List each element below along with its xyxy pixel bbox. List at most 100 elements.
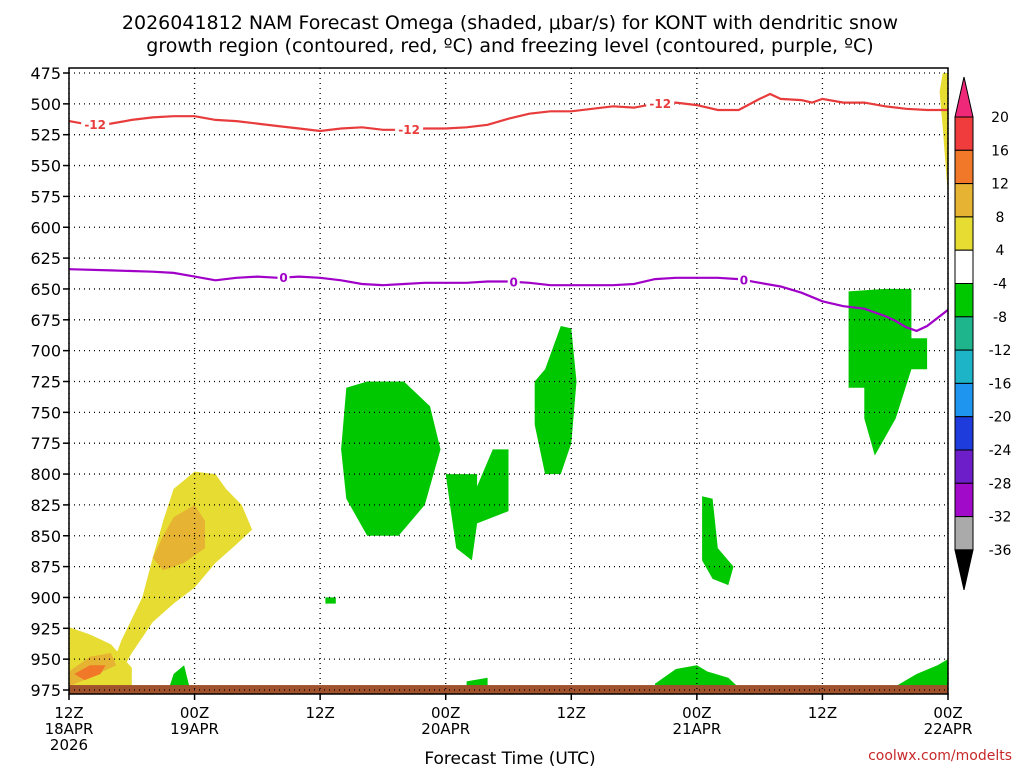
omega-region-7 [445,449,509,561]
freezing-level-contour-label-bg [507,274,520,289]
colorbar: 20 16 12 8 4 -4 -8 -12 -16 -20 -24 -28 -32 -36 [954,76,1012,591]
y-tick-label: 650 [30,280,61,299]
y-tick-label: 800 [30,465,61,484]
omega-region-4 [74,665,106,681]
colorbar-label: 16 [991,143,1009,159]
colorbar-label: -20 [989,410,1012,426]
y-tick-label: 475 [30,64,61,83]
ground-bar [69,685,948,694]
x-tick-label: 12Z [54,704,83,722]
x-tick-label: 19APR [170,720,219,738]
colorbar-segment [954,183,974,218]
y-tick-label: 600 [30,218,61,237]
colorbar-segment [954,283,974,318]
colorbar-segment [954,382,974,418]
freezing-level-contour-line [68,268,949,333]
omega-region-1 [110,471,253,672]
ground-surface [69,685,948,694]
y-tick-label: 925 [30,619,61,638]
plot-frame [68,67,949,695]
colorbar-label: -24 [989,443,1012,459]
x-axis-label: Forecast Time (UTC) [424,749,595,768]
y-tick-label: 700 [30,342,61,361]
x-tick-label: 00Z [431,704,460,722]
gridlines [68,68,949,694]
omega-region-5 [939,73,948,197]
colorbar-label: 4 [996,243,1005,259]
dgz-contour-label-bg [395,122,424,137]
y-tick-label: 950 [30,650,61,669]
y-tick-label: 850 [30,527,61,546]
colorbar-bottom-arrow [954,549,974,591]
dgz-contour-label-bg [646,96,675,111]
y-tick-label: 575 [30,187,61,206]
y-axis: 475 500 525 550 575 600 625 650 675 700 725 750 775 8… [30,64,69,700]
y-tick-label: 525 [30,126,61,145]
x-tick-label: 22APR [924,720,973,738]
x-tick-label: 12Z [808,704,837,722]
omega-region-9 [702,496,734,586]
colorbar-segment [954,216,974,251]
colorbar-label: -4 [993,277,1007,293]
colorbar-segment [954,316,974,351]
y-tick-label: 975 [30,681,61,700]
x-tick-label: 21APR [672,720,721,738]
omega-region-10 [848,288,928,456]
contours: -12 -12 -12 0 0 0 [68,92,949,333]
omega-region-13 [895,659,948,690]
chart-title-line2: growth region (contoured, red, ºC) and f… [146,35,873,57]
colorbar-segment [954,416,974,451]
y-tick-label: 675 [30,311,61,330]
x-tick-label: 12Z [557,704,586,722]
x-tick-label: 00Z [933,704,962,722]
y-tick-label: 775 [30,434,61,453]
colorbar-top-arrow [954,76,974,118]
chart-title-line1: 2026041812 NAM Forecast Omega (shaded, μ… [122,12,898,34]
colorbar-label: 8 [996,210,1005,226]
colorbar-label: 12 [991,177,1009,193]
omega-region-11 [168,665,190,690]
colorbar-segment [954,149,974,185]
y-tick-label: 625 [30,249,61,268]
y-tick-label: 725 [30,373,61,392]
colorbar-label: -12 [989,343,1012,359]
colorbar-label: -8 [993,310,1007,326]
colorbar-label: -16 [989,376,1012,392]
colorbar-segment [954,482,974,518]
freezing-level-contour-label-bg [737,273,750,288]
x-tick-label: 12Z [305,704,334,722]
x-tick-label: 00Z [180,704,209,722]
omega-region-2 [152,504,205,571]
x-tick-label: 18APR [45,720,94,738]
credit-text: coolwx.com/modelts [868,748,1012,764]
omega-region-15 [325,597,336,604]
y-tick-label: 750 [30,403,61,422]
colorbar-segment [954,249,974,284]
omega-shading [69,73,948,690]
y-tick-label: 825 [30,496,61,515]
colorbar-segment [954,516,974,551]
omega-region-12 [655,665,739,690]
colorbar-label: -32 [989,510,1012,526]
omega-region-8 [534,326,577,475]
colorbar-label: -28 [989,476,1012,492]
colorbar-segment [954,116,974,151]
omega-region-6 [341,381,441,536]
freezing-level-contour-label-bg [277,270,290,285]
x-tick-label: 20APR [421,720,470,738]
dgz-contour-label: -12 [398,123,420,137]
colorbar-label: 20 [991,110,1009,126]
y-tick-label: 500 [30,95,61,114]
y-tick-label: 875 [30,558,61,577]
colorbar-segment [954,449,974,484]
freezing-level-contour-label: 0 [510,275,518,289]
x-tick-label: 2026 [50,736,88,754]
x-tick-label: 00Z [682,704,711,722]
dgz-contour-label: -12 [649,97,671,111]
dgz-contour-label: -12 [84,118,106,132]
freezing-level-contour-label: 0 [740,274,748,288]
dgz-contour-line [68,92,948,133]
colorbar-segment [954,349,974,384]
